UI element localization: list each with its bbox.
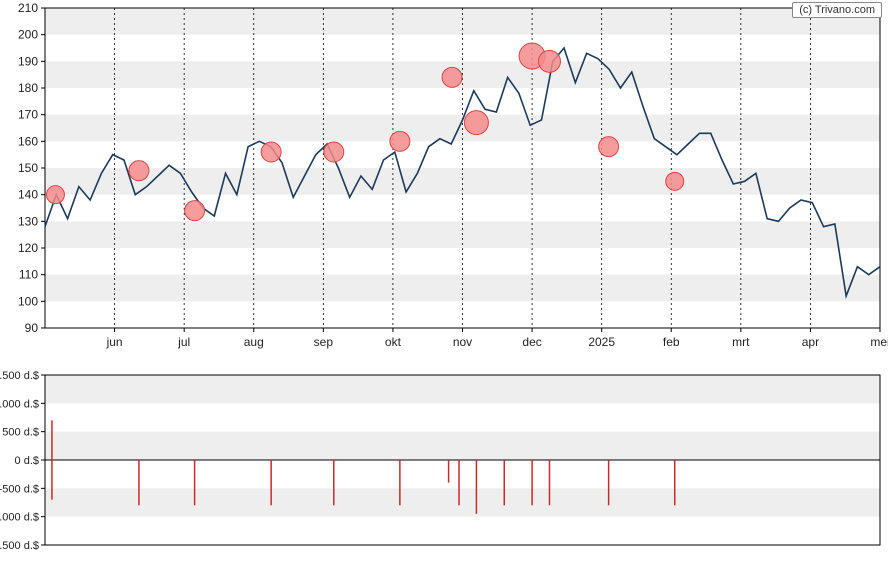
svg-text:2025: 2025 <box>588 335 615 349</box>
chart-svg: 90 100 110 120 130 140 150 160 170 180 190 200 210 ju… <box>0 0 888 565</box>
svg-text:mrt: mrt <box>732 335 750 349</box>
copyright-label: (c) Trivano.com <box>792 2 882 18</box>
svg-text:dec: dec <box>522 335 541 349</box>
svg-text:sep: sep <box>314 335 334 349</box>
svg-text:-1.500 d.$: -1.500 d.$ <box>0 540 39 552</box>
svg-text:190: 190 <box>18 54 38 68</box>
svg-text:140: 140 <box>18 188 38 202</box>
svg-text:100: 100 <box>18 294 38 308</box>
svg-text:okt: okt <box>385 335 402 349</box>
svg-text:feb: feb <box>663 335 680 349</box>
svg-text:160: 160 <box>18 134 38 148</box>
svg-text:90: 90 <box>25 321 39 335</box>
chart-container: (c) Trivano.com 90 100 110 120 130 140 150 160 1… <box>0 0 888 565</box>
svg-text:apr: apr <box>802 335 819 349</box>
svg-text:nov: nov <box>453 335 472 349</box>
svg-text:170: 170 <box>18 108 38 122</box>
svg-text:110: 110 <box>19 268 38 282</box>
svg-text:210: 210 <box>18 1 38 15</box>
svg-text:-1.000 d.$: -1.000 d.$ <box>0 512 39 524</box>
svg-text:1.500 d.$: 1.500 d.$ <box>0 370 39 382</box>
svg-text:jun: jun <box>106 335 123 349</box>
svg-text:200: 200 <box>18 28 38 42</box>
svg-text:jul: jul <box>177 335 190 349</box>
svg-text:0 d.$: 0 d.$ <box>15 455 39 467</box>
svg-text:500 d.$: 500 d.$ <box>2 427 39 439</box>
svg-text:120: 120 <box>18 241 38 255</box>
svg-text:130: 130 <box>18 214 38 228</box>
svg-text:180: 180 <box>18 81 38 95</box>
svg-text:150: 150 <box>18 161 38 175</box>
svg-text:mei: mei <box>870 335 888 349</box>
svg-text:-500 d.$: -500 d.$ <box>0 483 39 495</box>
svg-text:1.000 d.$: 1.000 d.$ <box>0 398 39 410</box>
svg-text:aug: aug <box>244 335 264 349</box>
